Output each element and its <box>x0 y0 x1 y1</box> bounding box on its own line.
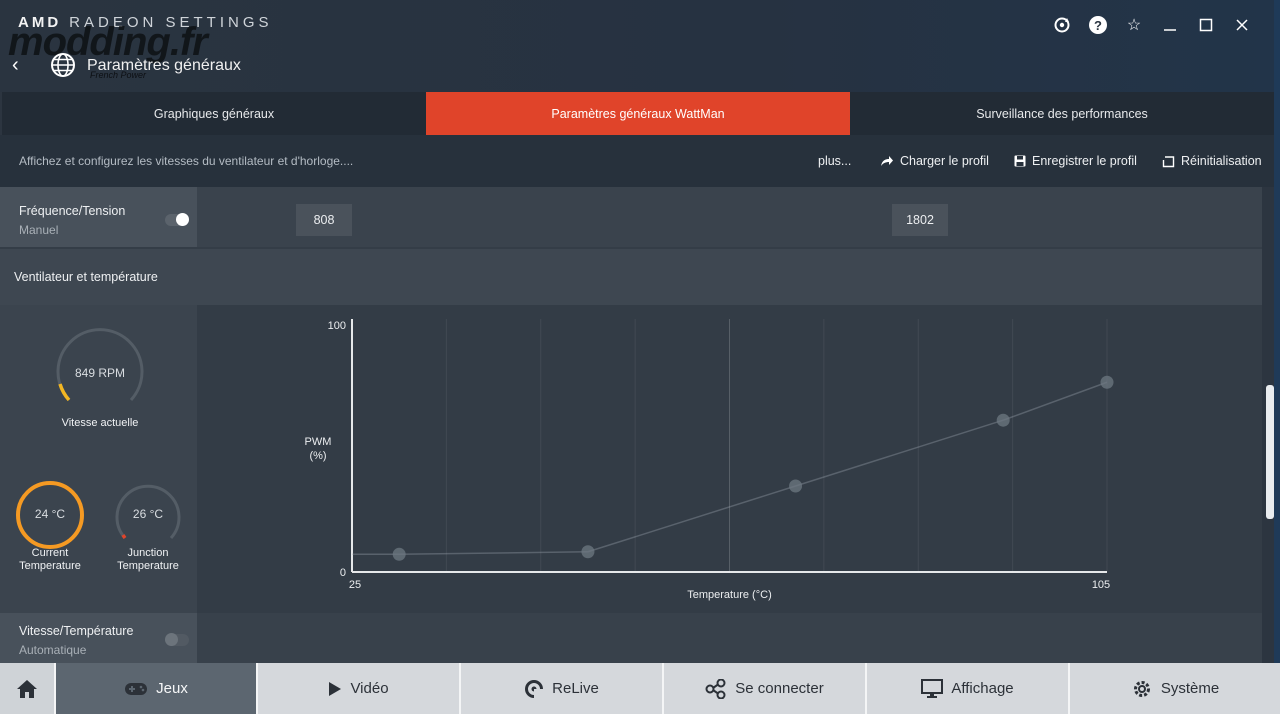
connect-icon <box>705 678 726 699</box>
nav-jeux-label: Jeux <box>156 680 188 697</box>
title-bar: AMD RADEON SETTINGS modding.fr French Pow… <box>0 0 1274 92</box>
y-tick-min: 0 <box>340 567 346 579</box>
y-tick-max: 100 <box>328 320 346 332</box>
tab-surveillance[interactable]: Surveillance des performances <box>976 106 1148 121</box>
window-controls: ? ☆ <box>1044 14 1260 36</box>
nav-relive[interactable]: ReLive <box>461 663 664 714</box>
star-icon[interactable]: ☆ <box>1126 17 1142 34</box>
curve-segment <box>399 551 588 556</box>
gamepad-icon <box>125 682 148 695</box>
speed-temperature-toggle[interactable] <box>165 633 189 646</box>
junction-temp-gauge <box>115 484 181 540</box>
save-profile-button[interactable]: Enregistrer le profil <box>1014 154 1137 168</box>
update-icon[interactable] <box>1044 14 1080 36</box>
share-arrow-icon <box>881 156 893 166</box>
current-temp-value: 24 °C <box>34 507 66 521</box>
fan-speed-gauge <box>56 328 144 402</box>
reset-icon <box>1162 155 1175 167</box>
current-temp-gauge <box>16 481 84 549</box>
page-description: Affichez et configurez les vitesses du v… <box>19 154 354 168</box>
junction-temp-value: 26 °C <box>132 507 164 521</box>
fan-curve-chart: 100 0 25 105 PWM (%) Temperature (°C) <box>197 305 1262 613</box>
frequency-row: Fréquence/Tension Manuel 808 1802 <box>0 187 1262 247</box>
speed-temperature-row: Vitesse/Température Automatique <box>0 613 1262 663</box>
x-axis-label: Temperature (°C) <box>687 589 771 601</box>
fan-speed-value: 849 RPM <box>74 366 126 380</box>
tab-bar: Graphiques généraux Paramètres généraux … <box>2 92 1274 135</box>
speed-temperature-mode: Automatique <box>19 643 87 657</box>
page-title: Paramètres généraux <box>87 57 241 74</box>
watermark-subtitle: French Power <box>90 70 147 80</box>
x-tick-max: 105 <box>1092 579 1110 591</box>
speed-temperature-title: Vitesse/Température <box>19 624 134 638</box>
help-icon[interactable]: ? <box>1080 14 1116 36</box>
curve-point[interactable] <box>581 545 595 559</box>
current-temp-caption: Current Temperature <box>19 547 81 572</box>
y-axis-label-2: (%) <box>309 450 326 462</box>
tab-graphiques-generaux[interactable]: Graphiques généraux <box>153 106 275 121</box>
frequency-min-value[interactable]: 808 <box>296 204 352 236</box>
reset-button[interactable]: Réinitialisation <box>1162 154 1262 168</box>
nav-se-connecter-label: Se connecter <box>735 680 824 697</box>
maximize-icon[interactable] <box>1188 14 1224 36</box>
nav-video[interactable]: Vidéo <box>258 663 461 714</box>
more-link[interactable]: plus... <box>818 154 852 168</box>
nav-systeme-label: Système <box>1160 680 1220 697</box>
curve-segment <box>587 485 796 553</box>
play-icon <box>329 681 342 696</box>
nav-se-connecter[interactable]: Se connecter <box>664 663 867 714</box>
scrollbar[interactable] <box>1266 385 1274 519</box>
frequency-mode: Manuel <box>19 223 59 237</box>
curve-point[interactable] <box>789 479 803 493</box>
reset-label: Réinitialisation <box>1181 154 1262 168</box>
tab-wattman[interactable]: Paramètres généraux WattMan <box>426 92 850 135</box>
curve-point[interactable] <box>1100 375 1114 389</box>
frequency-title: Fréquence/Tension <box>19 204 126 218</box>
minimize-icon[interactable] <box>1152 14 1188 36</box>
curve-point[interactable] <box>996 413 1010 427</box>
frequency-control: Fréquence/Tension Manuel <box>0 187 197 247</box>
app-brand: AMD RADEON SETTINGS <box>18 14 273 31</box>
y-axis-label-1: PWM <box>305 436 332 448</box>
save-profile-label: Enregistrer le profil <box>1032 154 1137 168</box>
nav-relive-label: ReLive <box>552 680 599 697</box>
monitor-icon <box>921 678 944 698</box>
curve-segment <box>795 419 1004 487</box>
fan-section-header: Ventilateur et température <box>0 249 1262 305</box>
fan-curve-svg: 100 025 105 PWM (%) Temperature (°C) <box>305 319 1114 601</box>
nav-systeme[interactable]: Système <box>1070 663 1280 714</box>
x-tick-min: 25 <box>349 579 361 591</box>
settings-panel: Fréquence/Tension Manuel 808 1802 Ventil… <box>0 187 1262 663</box>
fan-speed-caption: Vitesse actuelle <box>61 417 139 429</box>
back-arrow-icon[interactable]: ‹ <box>12 54 19 76</box>
junction-temp-caption: Junction Temperature <box>117 547 179 572</box>
globe-icon <box>51 53 75 77</box>
save-icon <box>1014 155 1026 167</box>
desktop-edge <box>1274 0 1280 714</box>
speed-temperature-control: Vitesse/Température Automatique <box>0 613 197 663</box>
bottom-nav: Jeux Vidéo ReLive Se connecter Affichage… <box>0 663 1280 714</box>
nav-video-label: Vidéo <box>350 680 389 697</box>
fan-section-title: Ventilateur et température <box>14 270 158 284</box>
home-button[interactable] <box>0 663 56 714</box>
curve-segment <box>1002 381 1108 421</box>
frequency-toggle[interactable] <box>165 213 189 226</box>
nav-affichage-label: Affichage <box>951 680 1014 697</box>
gear-icon <box>1133 680 1150 697</box>
subheader: Affichez et configurez les vitesses du v… <box>0 135 1274 187</box>
load-profile-button[interactable]: Charger le profil <box>880 154 989 168</box>
nav-jeux[interactable]: Jeux <box>56 663 258 714</box>
nav-affichage[interactable]: Affichage <box>867 663 1070 714</box>
home-icon <box>17 679 37 698</box>
frequency-max-value[interactable]: 1802 <box>892 204 948 236</box>
fan-gauges-panel: 849 RPM Vitesse actuelle 24 °C Current Te… <box>0 305 197 613</box>
load-profile-label: Charger le profil <box>900 154 989 168</box>
watermark-logo: modding.fr <box>8 20 208 64</box>
relive-icon <box>525 679 544 698</box>
curve-point[interactable] <box>392 547 406 561</box>
close-icon[interactable] <box>1224 14 1260 36</box>
